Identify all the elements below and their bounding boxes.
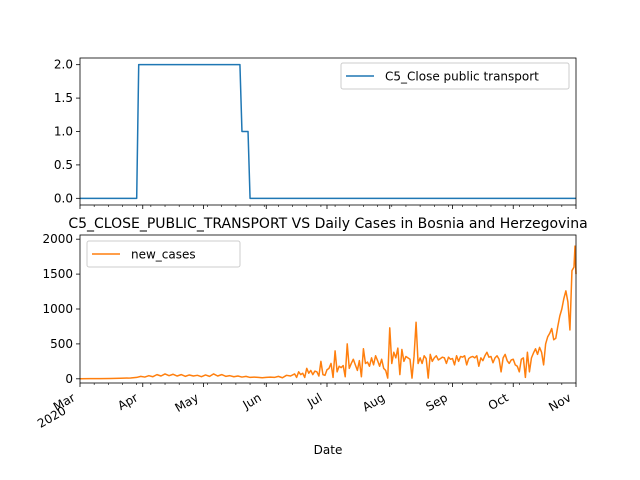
x-tick-label: Oct (486, 390, 511, 413)
x-axis-label: Date (314, 443, 343, 457)
x-tick-label: May (173, 390, 201, 415)
y-tick-label: 0 (65, 372, 73, 386)
x-tick-label: Jul (304, 390, 324, 410)
top-chart-legend: C5_Close public transport (340, 62, 570, 90)
legend-box (86, 240, 241, 268)
y-tick-label: 1500 (42, 267, 73, 281)
bottom-chart-frame (79, 234, 577, 384)
x-tick-label: 2020 (35, 403, 68, 430)
x-tick-label: Apr (115, 390, 140, 413)
top-chart-frame (79, 57, 577, 206)
series-line-new-cases (79, 245, 577, 380)
bottom-chart-legend: new_cases (86, 240, 241, 268)
top-chart-x-axis (79, 205, 577, 209)
bottom-chart-series-lines (79, 245, 577, 380)
legend-label-new-cases: new_cases (131, 248, 196, 262)
x-tick-label: Nov (546, 390, 573, 414)
x-tick-label: Jun (240, 390, 264, 412)
y-tick-label: 2000 (42, 232, 73, 246)
y-tick-label: 0.0 (54, 191, 73, 205)
y-tick-label: 1.5 (54, 91, 73, 105)
x-tick-label: Aug (360, 390, 387, 414)
y-tick-label: 1000 (42, 302, 73, 316)
y-tick-label: 2.0 (54, 58, 73, 72)
y-tick-label: 0.5 (54, 158, 73, 172)
legend-box (340, 62, 570, 90)
y-tick-label: 500 (50, 337, 73, 351)
bottom-chart-y-axis: 0 500 1000 1500 2000 (42, 232, 80, 386)
series-line-c5-close-public-transport (80, 63, 576, 200)
chart-title: C5_CLOSE_PUBLIC_TRANSPORT VS Daily Cases… (68, 216, 587, 232)
y-tick-label: 1.0 (54, 125, 73, 139)
top-chart-y-axis: 0.0 0.5 1.0 1.5 2.0 (54, 58, 80, 205)
x-tick-label: Sep (423, 390, 450, 413)
top-chart-series-lines (80, 63, 576, 200)
top-chart-transport: 0.0 0.5 1.0 1.5 2.0 C5_Close public transpor… (54, 57, 577, 209)
legend-label-transport: C5_Close public transport (385, 70, 539, 84)
